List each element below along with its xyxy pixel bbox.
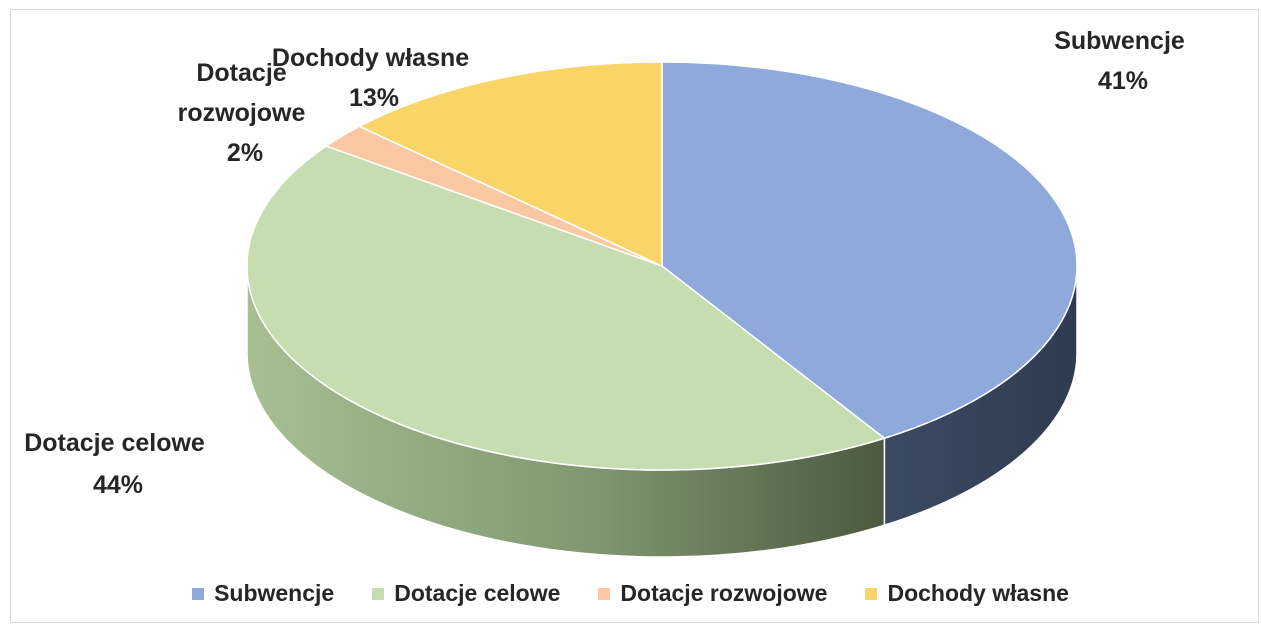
legend-item-subwencje: Subwencje <box>192 580 334 607</box>
legend-label-dotacje-rozwojowe: Dotacje rozwojowe <box>620 580 828 606</box>
data-label-dotacje-rozwojowe-value: 2% <box>227 139 263 167</box>
pie-slice-subwencje <box>661 61 1078 439</box>
legend-item-dochody-wlasne: Dochody własne <box>865 580 1069 607</box>
legend-item-dotacje-celowe: Dotacje celowe <box>372 580 560 607</box>
pie-slice-dochody-wlasne <box>358 61 663 267</box>
chart-legend: Subwencje Dotacje celowe Dotacje rozwojo… <box>0 580 1261 607</box>
pie-slice-dotacje-celowe <box>246 145 886 471</box>
data-label-subwencje: Subwencje 41% <box>1054 27 1192 95</box>
legend-swatch-subwencje <box>192 587 205 600</box>
data-label-dotacje-celowe-name-1: Dotacje celowe <box>24 429 205 457</box>
data-label-dochody-wlasne-value: 13% <box>349 84 399 112</box>
legend-swatch-dochody-wlasne <box>865 587 878 600</box>
data-label-dotacje-rozwojowe: Dotacje rozwojowe 2% <box>178 59 313 167</box>
data-label-dotacje-celowe: Dotacje celowe 44% <box>24 429 212 499</box>
data-label-subwencje-name-1: Subwencje <box>1054 27 1185 55</box>
legend-swatch-dotacje-rozwojowe <box>598 587 611 600</box>
data-label-dotacje-rozwojowe-name-2: rozwojowe <box>178 99 306 127</box>
data-label-dotacje-celowe-value: 44% <box>93 471 143 499</box>
legend-label-dochody-wlasne: Dochody własne <box>887 580 1069 606</box>
legend-swatch-dotacje-celowe <box>372 587 385 600</box>
legend-label-dotacje-celowe: Dotacje celowe <box>394 580 561 606</box>
data-label-dotacje-rozwojowe-name-1: Dotacje <box>196 59 286 87</box>
legend-item-dotacje-rozwojowe: Dotacje rozwojowe <box>598 580 827 607</box>
data-label-dochody-wlasne: Dochody własne 13% <box>272 44 476 112</box>
legend-label-subwencje: Subwencje <box>214 580 335 606</box>
data-label-dochody-wlasne-name-1: Dochody własne <box>272 44 469 72</box>
data-label-subwencje-value: 41% <box>1098 67 1148 95</box>
